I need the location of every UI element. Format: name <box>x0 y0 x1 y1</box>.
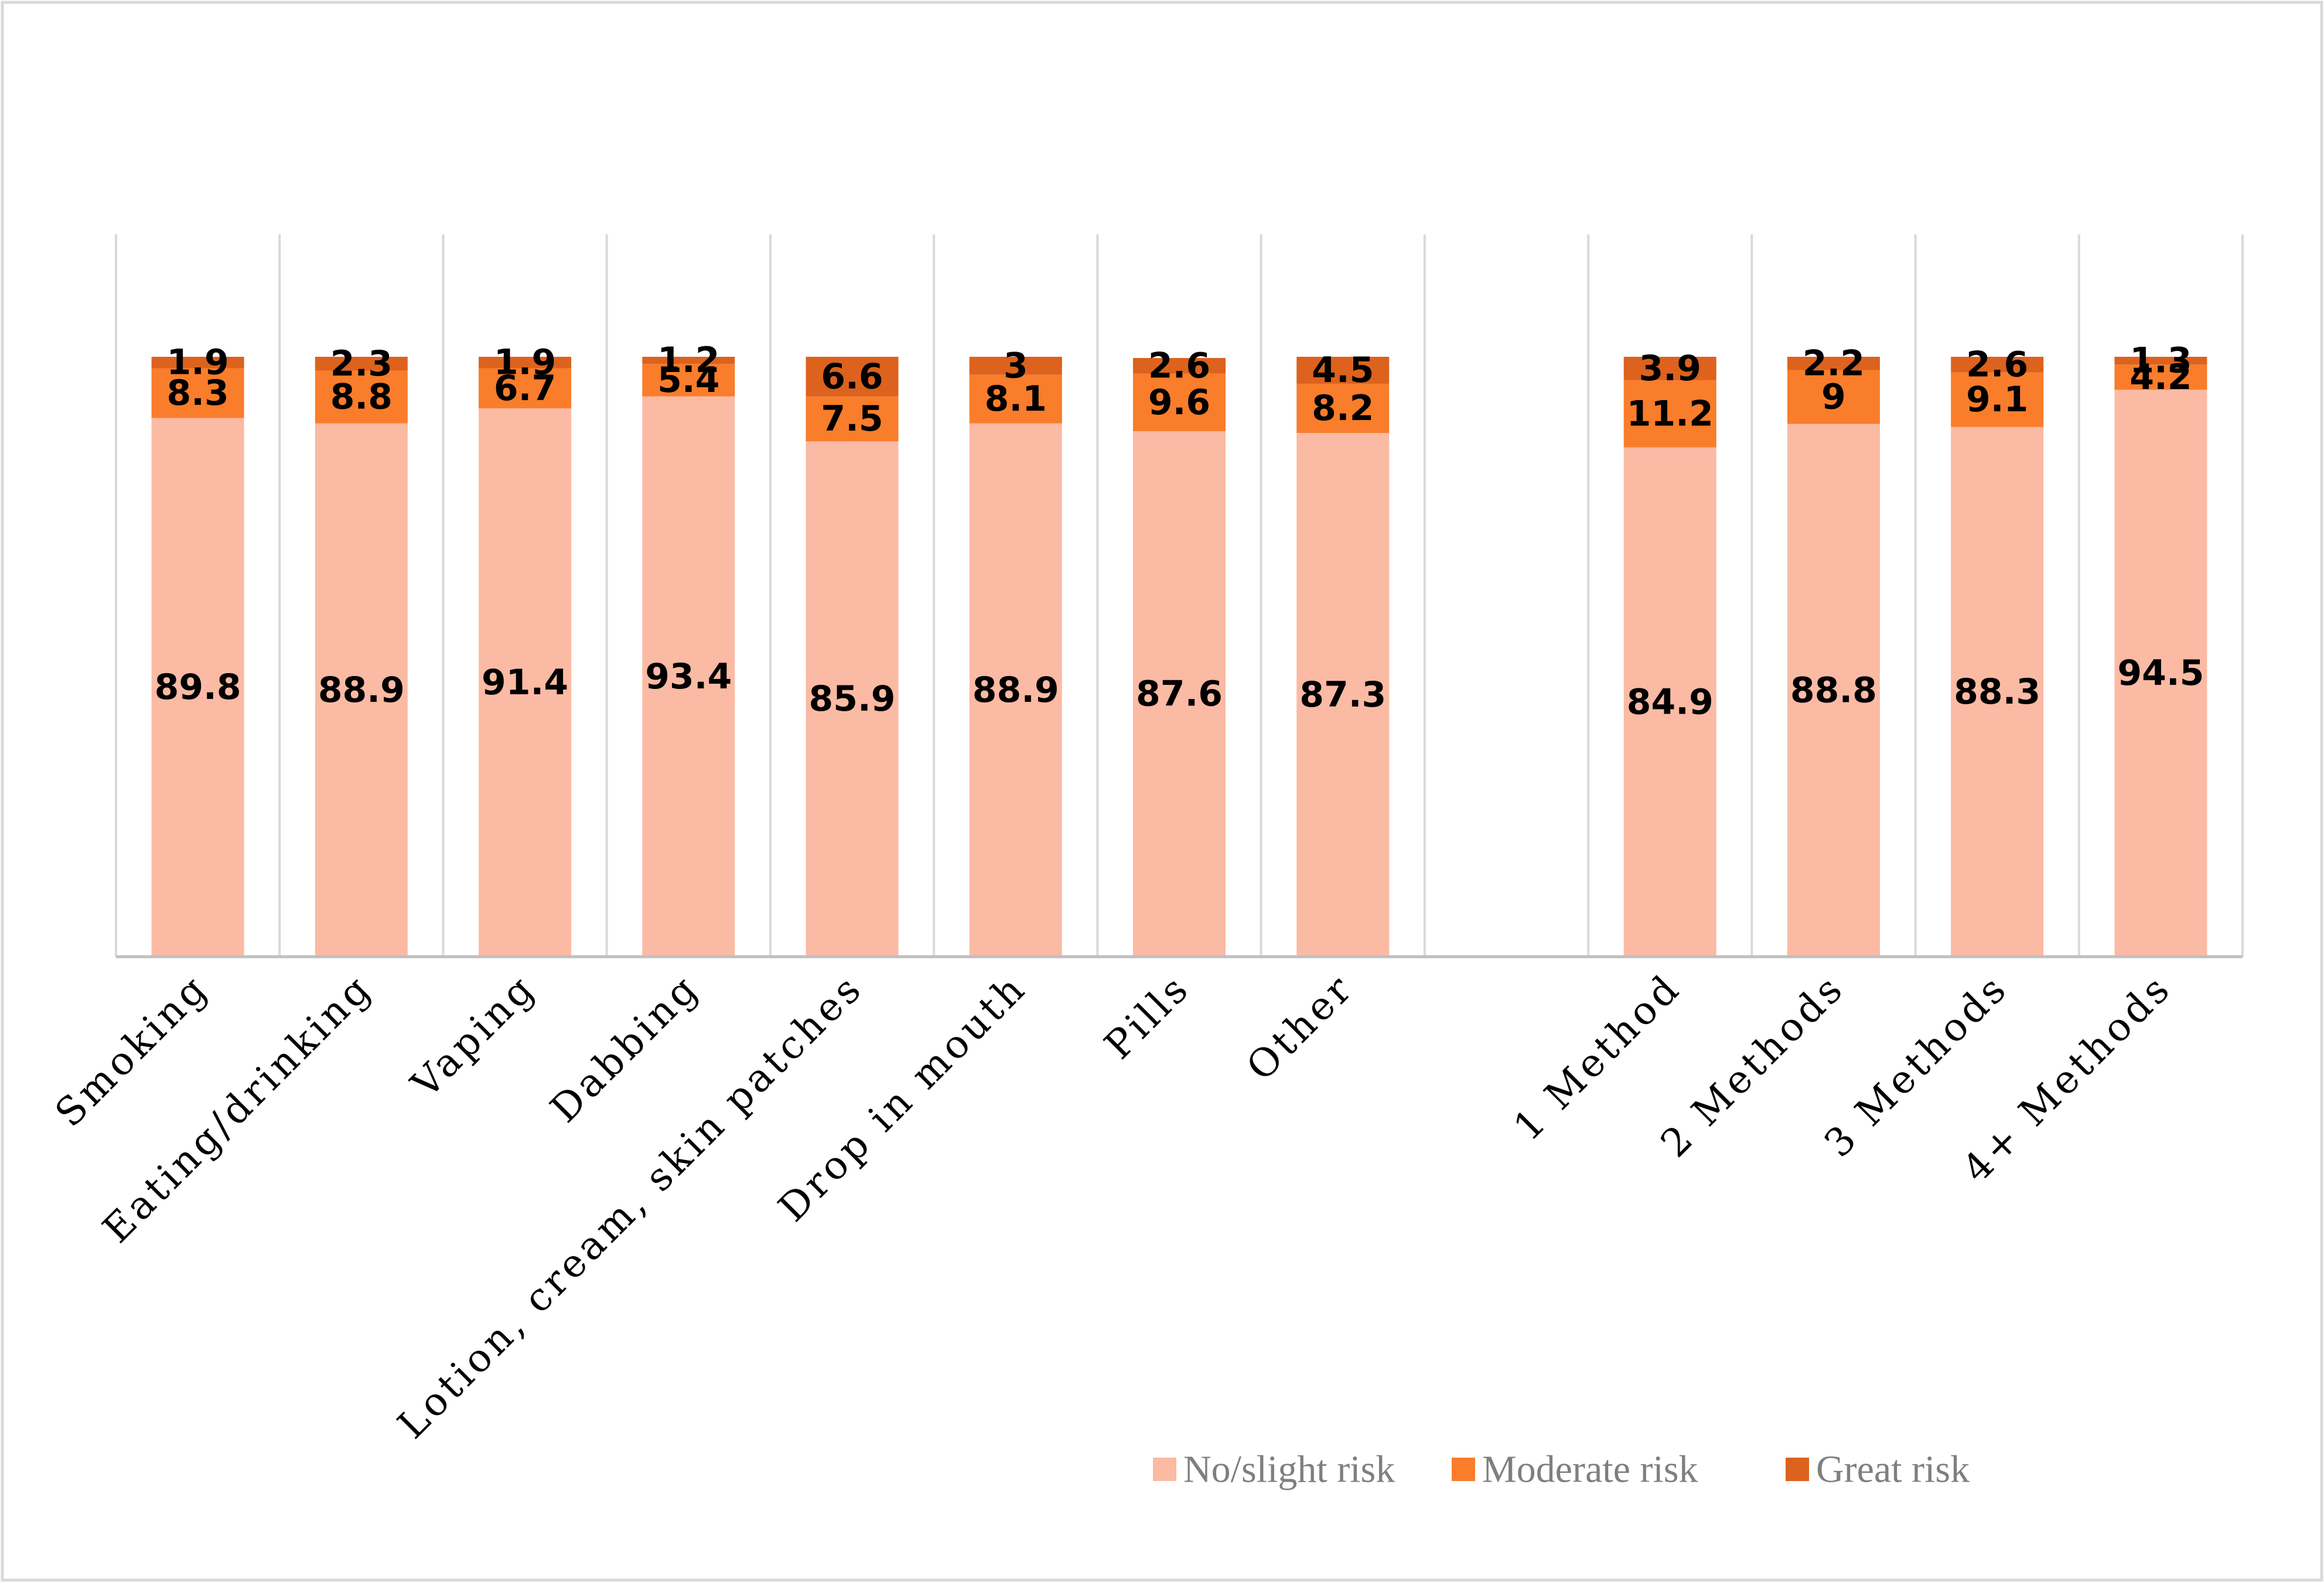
data-label-smoking-no-slight-risk: 89.8 <box>155 667 241 708</box>
data-label-dabbing-great-risk: 1.2 <box>657 340 719 381</box>
bar-smoking-moderate-risk <box>151 368 244 418</box>
bar-3-methods-no-slight-risk <box>1951 427 2044 957</box>
legend-label-no-slight-risk: No/slight risk <box>1183 1448 1395 1491</box>
bar-4-methods-moderate-risk <box>2114 364 2207 390</box>
bar-pills-moderate-risk <box>1133 373 1226 431</box>
bar-pills-no-slight-risk <box>1133 431 1226 957</box>
legend-swatch-moderate-risk <box>1452 1458 1475 1481</box>
data-label-eating-drinking-great-risk: 2.3 <box>330 343 393 384</box>
data-label-other-great-risk: 4.5 <box>1312 350 1374 391</box>
data-label-lotion-cream-skin-patches-great-risk: 6.6 <box>821 356 883 397</box>
bar-drop-in-mouth-great-risk <box>969 357 1062 375</box>
bar-pills-great-risk <box>1133 358 1226 374</box>
data-label-pills-great-risk: 2.6 <box>1148 345 1210 386</box>
bar-lotion-cream-skin-patches-no-slight-risk <box>806 441 899 957</box>
bar-1-method-great-risk <box>1623 357 1716 380</box>
bar-2-methods-moderate-risk <box>1787 370 1880 424</box>
bar-other-great-risk <box>1296 357 1390 384</box>
legend-label-great-risk: Great risk <box>1816 1448 1970 1491</box>
data-label-lotion-cream-skin-patches-no-slight-risk: 85.9 <box>809 678 896 719</box>
bar-lotion-cream-skin-patches-moderate-risk <box>806 396 899 442</box>
legend-label-moderate-risk: Moderate risk <box>1482 1448 1698 1491</box>
legend: No/slight risk Moderate risk Great risk <box>1153 1448 1970 1491</box>
bar-vaping-moderate-risk <box>479 368 572 409</box>
bar-other-no-slight-risk <box>1296 433 1390 957</box>
data-label-drop-in-mouth-moderate-risk: 8.1 <box>985 378 1047 419</box>
legend-swatch-no-slight-risk <box>1153 1458 1176 1481</box>
bar-vaping-great-risk <box>479 357 572 369</box>
bar-vaping-no-slight-risk <box>479 408 572 957</box>
bar-4-methods-great-risk <box>2114 357 2207 365</box>
data-label-3-methods-great-risk: 2.6 <box>1966 344 2028 385</box>
bar-1-method-no-slight-risk <box>1623 447 1716 957</box>
bar-dabbing-no-slight-risk <box>642 396 735 957</box>
bar-eating-drinking-great-risk <box>315 357 408 371</box>
data-label-vaping-great-risk: 1.9 <box>494 342 556 383</box>
data-label-dabbing-no-slight-risk: 93.4 <box>645 656 732 697</box>
data-label-drop-in-mouth-no-slight-risk: 88.9 <box>972 670 1059 711</box>
bar-2-methods-great-risk <box>1787 357 1880 370</box>
data-label-3-methods-moderate-risk: 9.1 <box>1966 379 2028 420</box>
data-label-2-methods-no-slight-risk: 88.8 <box>1790 670 1877 711</box>
bar-lotion-cream-skin-patches-great-risk <box>806 357 899 397</box>
bar-3-methods-moderate-risk <box>1951 372 2044 427</box>
bar-4-methods-no-slight-risk <box>2114 390 2207 957</box>
data-label-drop-in-mouth-great-risk: 3 <box>1004 345 1028 386</box>
data-label-4-methods-moderate-risk: 4.2 <box>2130 357 2192 398</box>
bar-other-moderate-risk <box>1296 384 1390 434</box>
bar-eating-drinking-moderate-risk <box>315 370 408 424</box>
data-label-smoking-great-risk: 1.9 <box>166 342 228 383</box>
data-label-1-method-no-slight-risk: 84.9 <box>1627 681 1714 722</box>
bar-smoking-no-slight-risk <box>151 418 244 957</box>
data-label-pills-moderate-risk: 9.6 <box>1148 382 1210 423</box>
data-labels: 89.88.31.988.98.82.391.46.71.993.45.41.2… <box>155 340 2204 722</box>
data-label-vaping-no-slight-risk: 91.4 <box>482 662 568 703</box>
bar-smoking-great-risk <box>151 357 244 369</box>
data-label-smoking-moderate-risk: 8.3 <box>166 373 228 414</box>
data-label-2-methods-moderate-risk: 9 <box>1821 377 1846 418</box>
data-label-other-no-slight-risk: 87.3 <box>1299 674 1386 715</box>
data-label-2-methods-great-risk: 2.2 <box>1803 343 1865 384</box>
bars <box>151 357 2207 957</box>
data-label-vaping-moderate-risk: 6.7 <box>494 368 556 409</box>
bar-dabbing-moderate-risk <box>642 364 735 397</box>
bar-1-method-moderate-risk <box>1623 380 1716 448</box>
data-label-1-method-moderate-risk: 11.2 <box>1627 393 1714 434</box>
data-label-3-methods-no-slight-risk: 88.3 <box>1954 671 2040 712</box>
gridlines <box>115 234 2244 957</box>
data-label-lotion-cream-skin-patches-moderate-risk: 7.5 <box>821 398 883 439</box>
bar-dabbing-great-risk <box>642 357 735 364</box>
data-label-4-methods-no-slight-risk: 94.5 <box>2117 653 2204 694</box>
data-label-1-method-great-risk: 3.9 <box>1639 348 1701 389</box>
data-label-other-moderate-risk: 8.2 <box>1312 388 1374 429</box>
bar-eating-drinking-no-slight-risk <box>315 423 408 957</box>
bar-3-methods-great-risk <box>1951 357 2044 373</box>
data-label-4-methods-great-risk: 1.3 <box>2130 340 2192 381</box>
bar-2-methods-no-slight-risk <box>1787 424 1880 957</box>
legend-swatch-great-risk <box>1786 1458 1809 1481</box>
data-label-pills-no-slight-risk: 87.6 <box>1136 673 1223 714</box>
data-label-eating-drinking-moderate-risk: 8.8 <box>330 377 393 418</box>
data-label-eating-drinking-no-slight-risk: 88.9 <box>318 670 405 711</box>
bar-drop-in-mouth-no-slight-risk <box>969 423 1062 957</box>
bar-drop-in-mouth-moderate-risk <box>969 374 1062 424</box>
data-label-dabbing-moderate-risk: 5.4 <box>657 360 719 401</box>
